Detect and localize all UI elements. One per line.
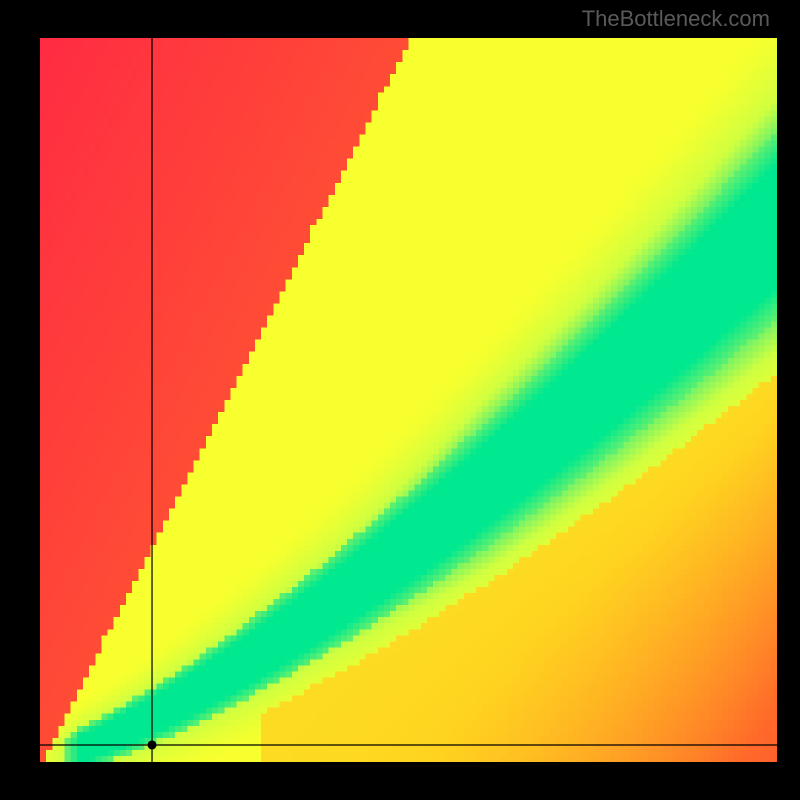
plot-area <box>40 38 777 762</box>
heatmap-canvas <box>40 38 777 762</box>
watermark-text: TheBottleneck.com <box>582 6 770 32</box>
chart-container: TheBottleneck.com <box>0 0 800 800</box>
